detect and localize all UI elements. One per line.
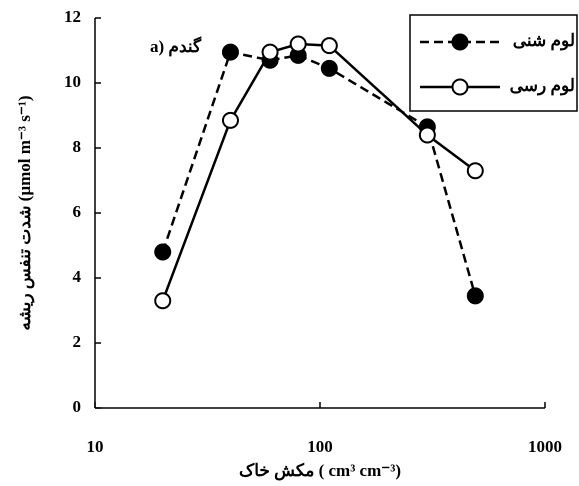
data-point	[466, 287, 484, 305]
data-point	[154, 292, 172, 310]
data-point	[289, 35, 307, 53]
data-point	[320, 37, 338, 55]
data-point	[466, 162, 484, 180]
annotation: a) گندم	[150, 36, 202, 57]
x-axis-label: مکش خاک ( cm³ cm⁻³)	[239, 461, 401, 481]
legend-label: لوم رسی	[510, 76, 575, 96]
y-axis-label: شدت تنفس ریشه (µmol m⁻³ s⁻¹)	[15, 95, 35, 330]
y-tick-label: 2	[73, 332, 82, 351]
y-tick-label: 0	[73, 397, 82, 416]
data-point	[221, 43, 239, 61]
x-tick-label: 100	[307, 437, 333, 456]
x-tick-label: 10	[87, 437, 104, 456]
data-point	[418, 126, 436, 144]
data-point	[261, 43, 279, 61]
legend-marker	[451, 33, 469, 51]
y-tick-label: 10	[64, 72, 81, 91]
y-tick-label: 8	[73, 137, 82, 156]
y-tick-label: 6	[73, 202, 82, 221]
legend-box	[409, 14, 578, 112]
data-point	[221, 111, 239, 129]
y-tick-label: 4	[73, 267, 82, 286]
legend-label: لوم شنی	[513, 31, 575, 51]
data-point	[320, 59, 338, 77]
legend-marker	[451, 78, 469, 96]
y-tick-label: 12	[64, 7, 81, 26]
data-point	[154, 243, 172, 261]
x-tick-label: 1000	[528, 437, 562, 456]
